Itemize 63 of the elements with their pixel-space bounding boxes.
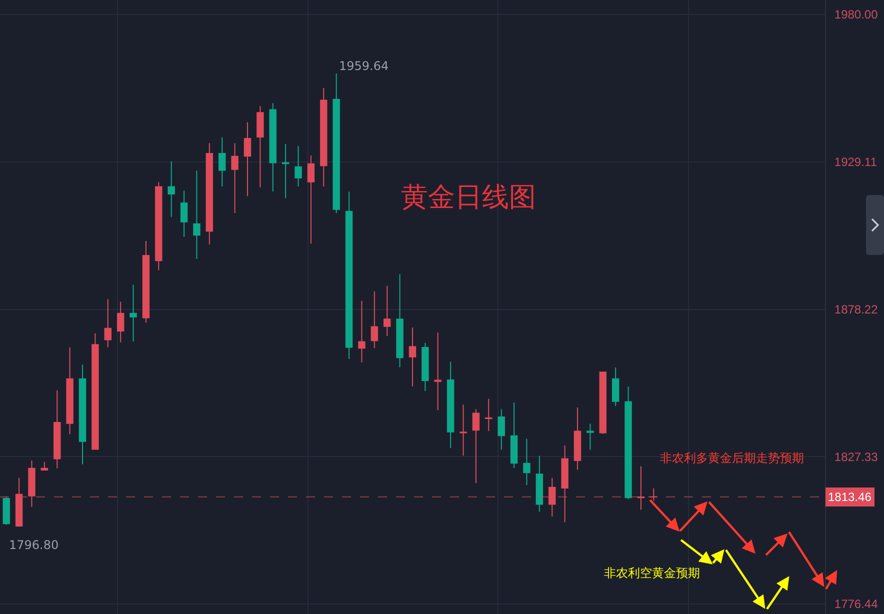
candlestick xyxy=(498,408,505,450)
annotation: 非农利空黄金预期 xyxy=(604,566,700,580)
candlestick xyxy=(142,240,150,324)
candlestick xyxy=(2,496,10,526)
candlestick xyxy=(231,142,238,214)
candlestick xyxy=(472,408,480,484)
candlestick xyxy=(485,398,492,432)
candlestick xyxy=(422,342,429,392)
candlestick xyxy=(92,332,99,450)
candlestick xyxy=(168,160,175,218)
candlestick xyxy=(54,390,61,469)
y-tick-label: 1980.00 xyxy=(834,8,878,22)
candlestick xyxy=(446,361,454,449)
candlestick xyxy=(116,301,124,343)
candlestick xyxy=(624,386,632,500)
candlestick xyxy=(548,477,556,517)
candlestick xyxy=(612,367,620,407)
y-tick-label: 1776.44 xyxy=(834,597,878,612)
candlestick xyxy=(206,142,214,245)
candlestick xyxy=(218,136,226,188)
candlestick xyxy=(561,444,568,523)
candlestick xyxy=(256,106,264,188)
candlestick xyxy=(307,155,315,244)
annotation: 1959.64 xyxy=(339,59,389,73)
candlestick xyxy=(320,88,328,188)
candlestick xyxy=(294,145,302,188)
candlestick xyxy=(358,300,366,363)
candlestick xyxy=(180,190,188,238)
candlestick xyxy=(523,438,530,486)
candlestick xyxy=(370,290,378,349)
annotation: 非农利多黄金后期走势预期 xyxy=(660,451,804,465)
candlestick xyxy=(269,102,276,192)
candlestick xyxy=(244,122,252,197)
candlestick xyxy=(40,461,48,471)
candlestick xyxy=(384,285,391,336)
y-tick-label: 1827.33 xyxy=(834,450,878,464)
candlestick xyxy=(574,407,582,470)
annotation: 1796.80 xyxy=(9,538,59,552)
candlestick xyxy=(28,460,36,508)
candlestick xyxy=(460,404,467,456)
candlestick xyxy=(130,284,137,342)
candlestick xyxy=(510,402,518,469)
candlestick xyxy=(536,455,544,512)
y-tick-label: 1878.22 xyxy=(834,302,878,316)
candlestick xyxy=(345,191,353,360)
candlestick xyxy=(650,488,658,502)
text: 黄金日线图 xyxy=(401,182,536,213)
y-tick-label: 1929.11 xyxy=(834,155,878,170)
candlestick xyxy=(155,182,162,271)
candlestick xyxy=(15,477,23,528)
candlestick xyxy=(408,327,416,387)
candlestick xyxy=(193,170,200,260)
candlestick xyxy=(104,298,112,348)
candlestick xyxy=(586,423,594,450)
candlestick xyxy=(396,274,404,368)
candlestick xyxy=(332,72,340,214)
candlestick xyxy=(78,364,86,465)
ref-line-label: 1813.46 xyxy=(828,490,872,504)
candlestick xyxy=(637,466,645,510)
candlestick xyxy=(66,347,74,435)
candlestick xyxy=(599,372,606,434)
candlestick xyxy=(282,143,290,199)
candlestick xyxy=(434,332,442,411)
